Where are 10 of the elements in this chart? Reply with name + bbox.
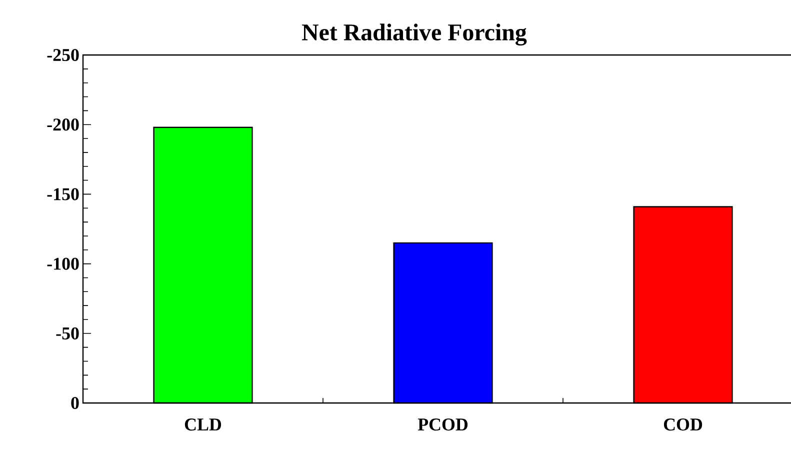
y-tick-label: 0 (71, 396, 79, 410)
chart-title: Net Radiative Forcing (302, 24, 527, 46)
y-tick-label: -250 (47, 48, 79, 62)
y-tick-label: -50 (56, 327, 79, 340)
x-tick-label: CLD (184, 418, 222, 431)
y-tick-label: -150 (47, 188, 79, 200)
x-tick-label: COD (664, 418, 702, 431)
y-tick-label: -100 (47, 258, 79, 270)
x-tick-label: PCOD (418, 418, 468, 431)
y-tick-label: -200 (47, 118, 79, 131)
